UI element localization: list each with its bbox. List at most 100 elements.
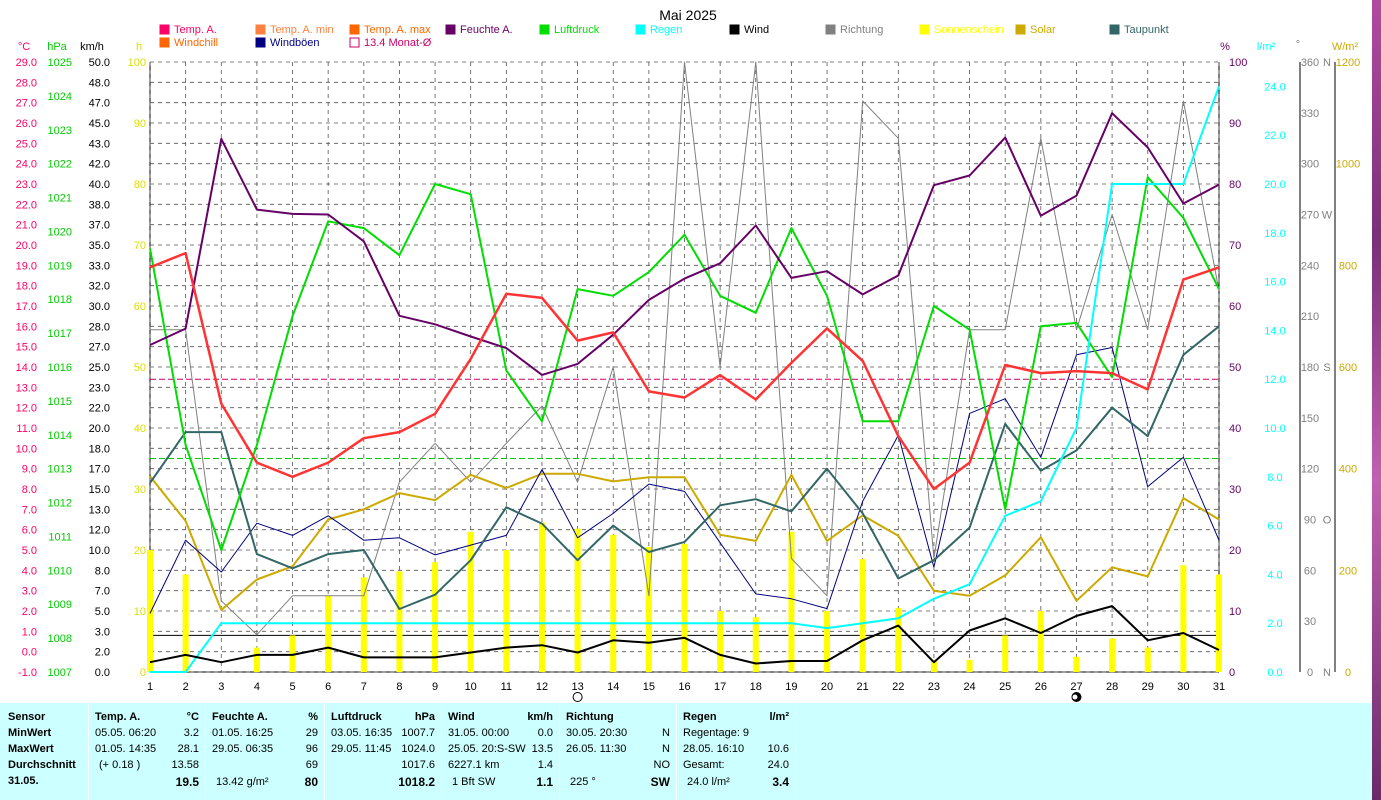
wind-tick: 0.0 (95, 667, 110, 679)
temp-tick: 23.0 (16, 179, 37, 191)
temp-tick: 24.0 (16, 159, 37, 171)
sunshine-bar (467, 531, 474, 672)
stats-humidity-unit: % (308, 711, 318, 723)
pressure-tick: 1016 (48, 362, 72, 374)
legend-label: Windchill (174, 37, 218, 49)
wind-tick: 23.0 (89, 382, 110, 394)
stats-temp-max-time: 01.05. 14:35 (95, 743, 157, 755)
legend-swatch (255, 37, 266, 48)
pressure-tick: 1025 (48, 57, 72, 69)
legend-label: Solar (1030, 24, 1056, 36)
compass-label: N (1323, 667, 1331, 679)
direction-tick: 30 (1304, 616, 1316, 628)
x-tick-label: 15 (643, 681, 655, 693)
temp-tick: 17.0 (16, 301, 37, 313)
pressure-tick: 1015 (48, 396, 72, 408)
sunshine-bar (610, 534, 617, 672)
x-tick-label: 5 (289, 681, 295, 693)
solar-tick: 800 (1339, 260, 1357, 272)
stats-pressure-unit: hPa (414, 711, 435, 723)
rain-tick: 14.0 (1264, 325, 1285, 337)
temp-tick: 4.0 (22, 565, 37, 577)
wind-tick: 12.0 (89, 525, 110, 537)
sun-tick: 20 (134, 545, 146, 557)
direction-tick: 270 (1301, 210, 1319, 222)
solar-tick: 200 (1339, 565, 1357, 577)
rain-tick: 16.0 (1264, 277, 1285, 289)
stats-row-today-label: 31.05. (8, 775, 39, 787)
sun-tick: 10 (134, 606, 146, 618)
wind-tick: 33.0 (89, 260, 110, 272)
rain-axis-unit: l/m² (1257, 41, 1276, 53)
stats-wind-avg-val: 1.4 (537, 759, 553, 771)
temp-axis-unit: °C (18, 41, 30, 53)
stats-humidity-min-val: 29 (305, 727, 318, 739)
x-tick-label: 18 (750, 681, 762, 693)
series-line-solar (149, 472, 1220, 611)
stats-rain-total-label: Gesamt: (683, 759, 725, 771)
legend-label: Temp. A. max (364, 24, 431, 36)
chart-title: Mai 2025 (659, 7, 717, 23)
solar-axis-unit: W/m² (1332, 41, 1359, 53)
legend-swatch (1015, 24, 1026, 35)
stats-rain-title: Regen (683, 711, 717, 723)
stats-wind-today-note: 1 Bft SW (452, 776, 496, 788)
stats-temp-min-val: 3.2 (183, 727, 199, 739)
temp-tick: 15.0 (16, 342, 37, 354)
rain-tick: 22.0 (1264, 130, 1285, 142)
stats-wind-min-val: 0.0 (537, 727, 553, 739)
stats-humidity-max-time: 29.05. 06:35 (212, 743, 274, 755)
sun-tick: 30 (134, 484, 146, 496)
legend-swatch (349, 37, 360, 48)
humidity-tick: 10 (1229, 606, 1241, 618)
temp-tick: 2.0 (22, 606, 37, 618)
rain-tick: 10.0 (1264, 423, 1285, 435)
stats-wind-min-time: 31.05. 00:00 (448, 727, 510, 739)
legend-label: Richtung (840, 24, 883, 36)
stats-pressure-max-val: 1024.0 (401, 743, 435, 755)
wind-tick: 15.0 (89, 484, 110, 496)
series-line-regen (150, 86, 1220, 673)
x-tick-label: 8 (396, 681, 402, 693)
stats-direction-today-note: 225 ° (570, 776, 596, 788)
temp-tick: -1.0 (18, 667, 37, 679)
stats-humidity-today: 80 (304, 775, 318, 789)
wind-tick: 27.0 (89, 342, 110, 354)
stats-rain-today-note: 24.0 l/m² (687, 776, 730, 788)
wind-tick: 8.0 (95, 565, 110, 577)
sunshine-bar (396, 571, 403, 672)
series-line-feuchte-a- (149, 112, 1220, 376)
humidity-tick: 30 (1229, 484, 1241, 496)
wind-tick: 3.0 (95, 626, 110, 638)
wind-tick: 25.0 (89, 362, 110, 374)
temp-tick: 1.0 (22, 626, 37, 638)
pressure-tick: 1008 (48, 633, 72, 645)
wind-tick: 2.0 (95, 647, 110, 659)
rain-tick: 4.0 (1267, 569, 1282, 581)
rain-tick: 12.0 (1264, 374, 1285, 386)
stats-humidity-min-time: 01.05. 16:25 (212, 727, 274, 739)
temp-tick: 5.0 (22, 545, 37, 557)
statistics-panel: Sensor MinWert MaxWert Durchschnitt 31.0… (0, 703, 1372, 800)
solar-tick: 1000 (1336, 159, 1360, 171)
wind-tick: 40.0 (89, 179, 110, 191)
sunshine-bar (1037, 611, 1044, 672)
stats-humidity-avg-val: 69 (305, 759, 318, 771)
sunshine-bar (1073, 656, 1080, 672)
x-tick-label: 9 (432, 681, 438, 693)
sun-tick: 40 (134, 423, 146, 435)
stats-temp-max-val: 28.1 (177, 743, 199, 755)
humidity-tick: 90 (1229, 118, 1241, 130)
temp-tick: 20.0 (16, 240, 37, 252)
compass-label: S (1323, 362, 1330, 374)
sunshine-bar (325, 595, 332, 672)
temp-tick: 16.0 (16, 321, 37, 333)
direction-tick: 0 (1307, 667, 1313, 679)
stats-rain-column: Regen l/m² Regentage: 9 28.05. 16:10 10.… (677, 703, 795, 800)
wind-tick: 10.0 (89, 545, 110, 557)
stats-humidity-max-val: 96 (305, 743, 318, 755)
temp-tick: 12.0 (16, 403, 37, 415)
stats-direction-title: Richtung (566, 711, 614, 723)
stats-wind-avg-note: 6227.1 km (448, 759, 500, 771)
